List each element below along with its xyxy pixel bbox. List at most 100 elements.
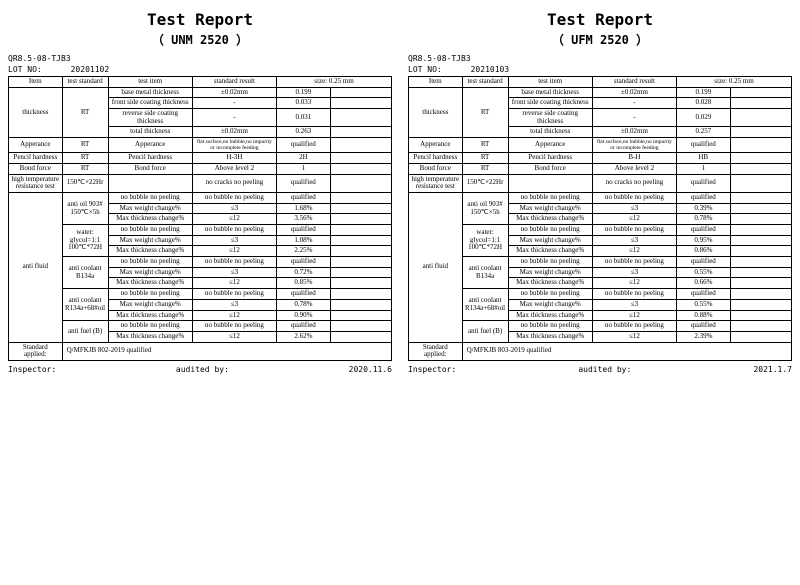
cell	[730, 127, 791, 138]
cell: HB	[677, 153, 731, 164]
cell	[730, 87, 791, 98]
cell	[730, 203, 791, 214]
cell: qualified	[677, 192, 731, 203]
doc-no: QR8.5-08-TJB3	[408, 54, 792, 63]
cell: qualified	[277, 225, 331, 236]
cell	[330, 225, 391, 236]
cell: 0.88%	[677, 310, 731, 321]
footer-date: 2021.1.7	[753, 365, 792, 374]
cell	[730, 278, 791, 289]
report-title: Test Report	[408, 10, 792, 29]
cell: no bubble no peeling	[192, 321, 276, 332]
cell: total thickness	[508, 127, 592, 138]
cell: Above level 2	[192, 163, 276, 174]
cell: 0.033	[277, 98, 331, 109]
cell: no cracks no peeling	[592, 174, 676, 192]
hightemp-label: high temperature resistance test	[409, 174, 463, 192]
cell: 0.78%	[277, 299, 331, 310]
cell: no bubble no peeling	[508, 321, 592, 332]
cell: 2.62%	[277, 331, 331, 342]
thickness-std: RT	[462, 87, 508, 137]
report-left: Test Report（ UNM 2520 ）QR8.5-08-TJB3LOT …	[0, 0, 400, 585]
cell: ±0.02mm	[592, 127, 676, 138]
antifluid-label: anti fluid	[409, 192, 463, 342]
antifluid-std: anti fuel (B)	[62, 321, 108, 342]
cell: Pencil hardness	[508, 153, 592, 164]
h-item: Item	[409, 77, 463, 88]
cell: no bubble no peeling	[592, 321, 676, 332]
cell: no bubble no peeling	[592, 289, 676, 300]
cell: 0.55%	[677, 267, 731, 278]
cell: ≤3	[592, 235, 676, 246]
cell: 3.56%	[277, 214, 331, 225]
cell: -	[592, 98, 676, 109]
cell: ≤12	[192, 214, 276, 225]
cell: 0.031	[277, 109, 331, 127]
cell: qualified	[677, 289, 731, 300]
cell	[330, 192, 391, 203]
cell: ≤12	[192, 246, 276, 257]
cell: H-3H	[192, 153, 276, 164]
cell: Above level 2	[592, 163, 676, 174]
cell	[730, 257, 791, 268]
cell: Max thickness change%	[508, 214, 592, 225]
cell: RT	[462, 153, 508, 164]
cell	[730, 321, 791, 332]
cell: no bubble no peeling	[592, 257, 676, 268]
cell	[730, 246, 791, 257]
cell: RT	[462, 163, 508, 174]
cell	[330, 138, 391, 153]
inspector-label: Inspector:	[8, 365, 56, 374]
cell: 0.028	[677, 98, 731, 109]
cell: Max thickness change%	[108, 214, 192, 225]
cell: qualified	[277, 174, 331, 192]
cell: Max thickness change%	[508, 278, 592, 289]
cell: 0.257	[677, 127, 731, 138]
cell: ≤3	[192, 235, 276, 246]
cell: flat surface,no bubble,no impurity or in…	[592, 138, 676, 153]
cell: ≤12	[192, 310, 276, 321]
cell: -	[592, 109, 676, 127]
cell: no bubble no peeling	[508, 257, 592, 268]
h-sres: standard result	[592, 77, 676, 88]
cell: ≤12	[592, 214, 676, 225]
cell: 0.86%	[677, 246, 731, 257]
std-applied-label: Standard applied:	[9, 342, 63, 360]
cell	[730, 214, 791, 225]
cell: B-H	[592, 153, 676, 164]
cell: Max weight change%	[508, 299, 592, 310]
cell: Max weight change%	[508, 235, 592, 246]
cell: front side coating thickness	[508, 98, 592, 109]
cell: ≤3	[592, 203, 676, 214]
cell	[330, 109, 391, 127]
cell: RT	[62, 163, 108, 174]
cell: 0.263	[277, 127, 331, 138]
report-subtitle: （ UFM 2520 ）	[408, 31, 792, 48]
appearance-label: Apperance	[409, 138, 463, 153]
cell: Max thickness change%	[508, 331, 592, 342]
cell: ≤12	[592, 331, 676, 342]
cell	[330, 214, 391, 225]
cell	[730, 267, 791, 278]
h-titem: test item	[508, 77, 592, 88]
h-std: test standard	[462, 77, 508, 88]
thickness-label: thickness	[409, 87, 463, 137]
std-applied-label: Standard applied:	[409, 342, 463, 360]
cell: qualified	[277, 289, 331, 300]
cell: Max thickness change%	[108, 331, 192, 342]
cell: Max weight change%	[508, 267, 592, 278]
cell	[730, 299, 791, 310]
cell	[330, 174, 391, 192]
cell: 1.08%	[277, 235, 331, 246]
cell: Max thickness change%	[108, 246, 192, 257]
cell: no bubble no peeling	[508, 192, 592, 203]
cell: 2.39%	[677, 331, 731, 342]
cell: ≤12	[192, 331, 276, 342]
cell	[730, 235, 791, 246]
cell	[730, 163, 791, 174]
cell	[330, 127, 391, 138]
cell: no bubble no peeling	[108, 257, 192, 268]
cell: Bond force	[508, 163, 592, 174]
thickness-label: thickness	[9, 87, 63, 137]
cell	[730, 138, 791, 153]
